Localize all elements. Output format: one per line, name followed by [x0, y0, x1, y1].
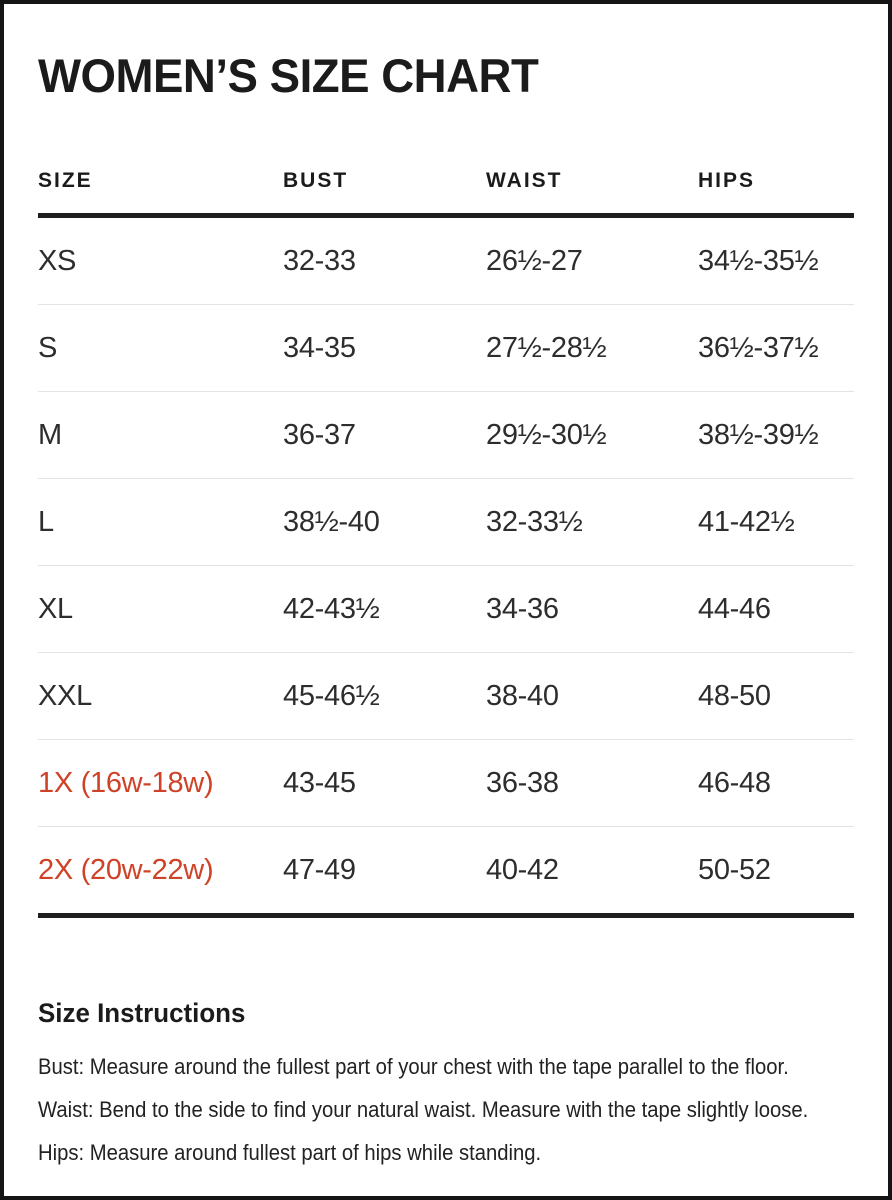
waist-cell: 29½-30½ [486, 418, 607, 451]
table-row: XL 42-43½ 34-36 44-46 [38, 565, 854, 652]
hips-cell: 44-46 [698, 592, 771, 625]
size-cell: 1X (16w-18w) [38, 766, 214, 799]
page-title: WOMEN’S SIZE CHART [38, 49, 539, 102]
column-header-waist: WAIST [486, 169, 563, 192]
instructions-heading: Size Instructions [38, 998, 246, 1028]
bust-cell: 34-35 [283, 331, 356, 364]
table-header-row: SIZE BUST WAIST HIPS [38, 149, 854, 218]
waist-instruction: Waist: Bend to the side to find your nat… [38, 1096, 809, 1122]
bust-cell: 36-37 [283, 418, 356, 451]
hips-cell: 46-48 [698, 766, 771, 799]
size-cell: XS [38, 244, 77, 277]
table-row: S 34-35 27½-28½ 36½-37½ [38, 304, 854, 391]
bust-cell: 38½-40 [283, 505, 380, 538]
size-cell: M [38, 418, 62, 451]
hips-cell: 34½-35½ [698, 244, 819, 277]
size-cell: XL [38, 592, 73, 625]
bust-cell: 42-43½ [283, 592, 380, 625]
table-row: 2X (20w-22w) 47-49 40-42 50-52 [38, 826, 854, 913]
bust-cell: 45-46½ [283, 679, 380, 712]
size-cell: L [38, 505, 54, 538]
waist-cell: 27½-28½ [486, 331, 607, 364]
size-cell: S [38, 331, 58, 364]
size-instructions-section: Size Instructions Bust: Measure around t… [38, 998, 854, 1165]
hips-cell: 38½-39½ [698, 418, 819, 451]
waist-cell: 32-33½ [486, 505, 583, 538]
bust-cell: 47-49 [283, 853, 356, 886]
size-table-body: XS 32-33 26½-27 34½-35½ S 34-35 27½-28½ 36½-37½… [38, 218, 854, 918]
hips-cell: 36½-37½ [698, 331, 819, 364]
bust-cell: 32-33 [283, 244, 356, 277]
size-cell: 2X (20w-22w) [38, 853, 214, 886]
waist-cell: 26½-27 [486, 244, 583, 277]
bust-instruction: Bust: Measure around the fullest part of… [38, 1054, 789, 1079]
table-row: XS 32-33 26½-27 34½-35½ [38, 218, 854, 304]
column-header-size: SIZE [38, 169, 93, 192]
hips-instruction: Hips: Measure around fullest part of hip… [38, 1139, 542, 1165]
hips-cell: 41-42½ [698, 505, 795, 538]
table-row: 1X (16w-18w) 43-45 36-38 46-48 [38, 739, 854, 826]
table-row: M 36-37 29½-30½ 38½-39½ [38, 391, 854, 478]
waist-cell: 38-40 [486, 679, 559, 712]
size-cell: XXL [38, 679, 92, 712]
table-row: XXL 45-46½ 38-40 48-50 [38, 652, 854, 739]
waist-cell: 34-36 [486, 592, 559, 625]
column-header-bust: BUST [283, 169, 349, 192]
waist-cell: 40-42 [486, 853, 559, 886]
hips-cell: 50-52 [698, 853, 771, 886]
bust-cell: 43-45 [283, 766, 356, 799]
hips-cell: 48-50 [698, 679, 771, 712]
waist-cell: 36-38 [486, 766, 559, 799]
column-header-hips: HIPS [698, 169, 756, 192]
size-table: SIZE BUST WAIST HIPS XS 32-33 26½-27 34½-35… [38, 149, 854, 918]
table-row: L 38½-40 32-33½ 41-42½ [38, 478, 854, 565]
